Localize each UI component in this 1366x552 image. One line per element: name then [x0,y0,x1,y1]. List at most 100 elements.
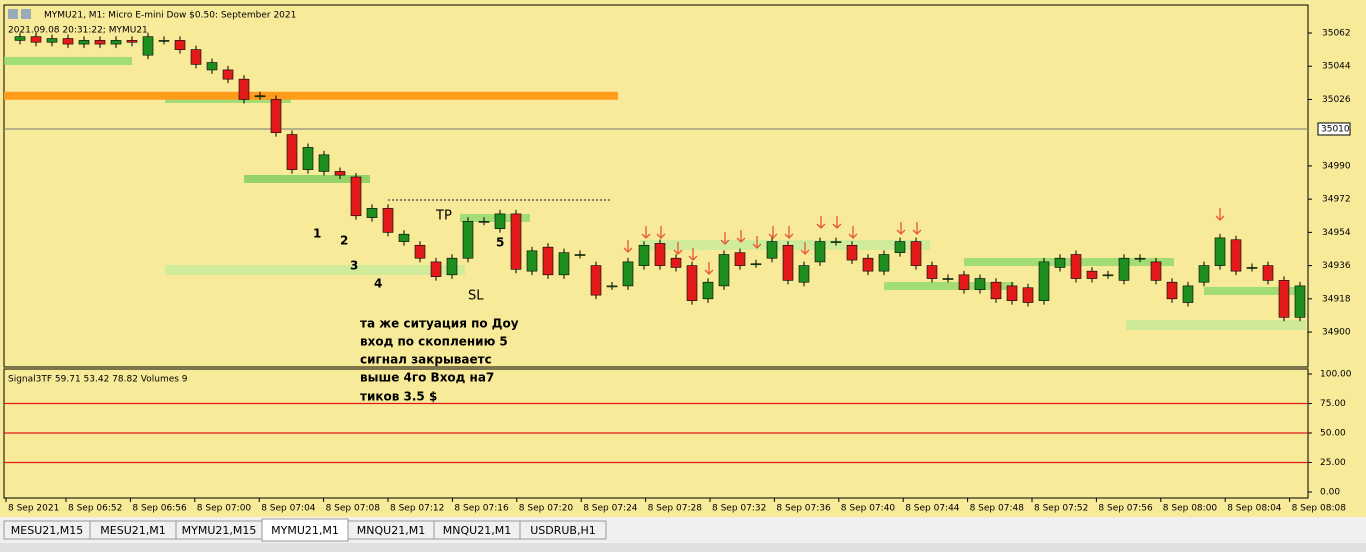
zone [1126,320,1306,330]
candle-body [1278,280,1290,318]
tab-label[interactable]: MNQU21,M1 [443,524,511,537]
tp-label: TP [435,209,452,224]
candle-body [270,99,282,133]
candle-body [1038,261,1050,301]
note: та же ситуация по Доу вход по скоплению … [360,317,519,404]
note-line: сигнал закрываетс [360,353,492,367]
candle-body [734,252,746,266]
tab-label[interactable]: MESU21,M1 [100,524,165,537]
tab-label[interactable]: MYMU21,M15 [182,524,257,537]
price-label: 34936 [1322,261,1351,271]
candle-body [718,254,730,287]
time-label: 8 Sep 07:36 [776,504,831,514]
candle-body [94,40,106,45]
candle-body [382,208,394,233]
price-label: 34900 [1322,328,1351,338]
zone [1204,287,1304,295]
time-label: 8 Sep 07:40 [841,504,896,514]
candle-body [574,254,586,256]
candle-body [1294,285,1306,318]
zone [165,265,465,275]
candle-body [158,40,170,42]
candle-body [1150,261,1162,281]
indicator-label: Signal3TF 59.71 53.42 78.82 Volumes 9 [8,375,188,385]
candle-body [1086,270,1098,279]
candle-body [926,265,938,279]
candle-body [766,241,778,259]
price-label: 34918 [1322,294,1351,304]
marker: 1 [313,227,321,241]
candle-body [350,176,362,217]
candle-body [1166,281,1178,300]
candle-body [366,208,378,218]
sl-label: SL [468,289,484,304]
time-label: 8 Sep 06:56 [132,504,187,514]
candle-body [686,265,698,301]
price-label: 34972 [1322,195,1351,205]
candle-body [254,95,266,98]
note-line: вход по скоплению 5 [360,335,508,349]
candle-body [494,213,506,229]
candle-body [1118,257,1130,281]
time-label: 8 Sep 07:08 [326,504,381,514]
tab-label[interactable]: MNQU21,M1 [357,524,425,537]
candle-body [1022,287,1034,303]
time-label: 8 Sep 07:00 [197,504,252,514]
candle-body [702,281,714,300]
tab[interactable] [519,520,607,540]
window-subtitle: 2021.09.08 20:31:22; MYMU21 [8,26,148,36]
time-label: 8 Sep 07:04 [261,504,316,514]
candle-body [238,78,250,100]
candle-body [190,49,202,65]
candle-body [110,40,122,45]
candle-body [78,40,90,45]
candle-body [830,241,842,243]
candle-body [1214,237,1226,266]
price-frame [3,4,1309,368]
current-price-label: 35010 [1321,124,1350,134]
candle-body [1006,285,1018,301]
candle-body [1054,257,1066,268]
price-label: 35026 [1322,95,1351,105]
marker: 2 [340,234,348,248]
time-label: 8 Sep 07:28 [648,504,703,514]
zone [4,57,132,65]
candle-body [334,171,346,176]
candle-body [126,40,138,43]
candle-body [398,233,410,242]
scrollbar [0,543,1366,552]
candle-body [1230,239,1242,272]
candle-body [814,241,826,263]
zone [964,258,1174,266]
price-label: 34990 [1322,161,1351,171]
window-icon [8,9,18,19]
candle-body [174,40,186,50]
candle-body [222,69,234,80]
candle-body [526,250,538,272]
indicator-label: 50.00 [1320,429,1346,439]
candle-body [942,278,954,280]
candle-body [878,254,890,272]
price-label: 35062 [1322,29,1351,39]
candle-body [974,278,986,290]
time-label: 8 Sep 07:32 [712,504,766,514]
candle-body [654,243,666,266]
candle-body [1134,257,1146,260]
tab-label[interactable]: MYMU21,M1 [271,524,339,537]
candle-body [750,263,762,266]
candle-body [958,274,970,290]
time-label: 8 Sep 07:52 [1034,504,1088,514]
time-label: 8 Sep 07:16 [454,504,509,514]
candle-body [894,241,906,253]
candle-body [30,36,42,43]
candle-body [542,246,554,276]
time-label: 8 Sep 07:48 [970,504,1025,514]
tab-label[interactable]: USDRUB,H1 [530,524,596,537]
time-label: 8 Sep 07:44 [905,504,960,514]
signal-arrows [623,208,1225,275]
indicator-label: 25.00 [1320,458,1346,468]
candle-body [1070,254,1082,279]
tab-label[interactable]: MESU21,M15 [11,524,83,537]
candle-body [1182,285,1194,303]
